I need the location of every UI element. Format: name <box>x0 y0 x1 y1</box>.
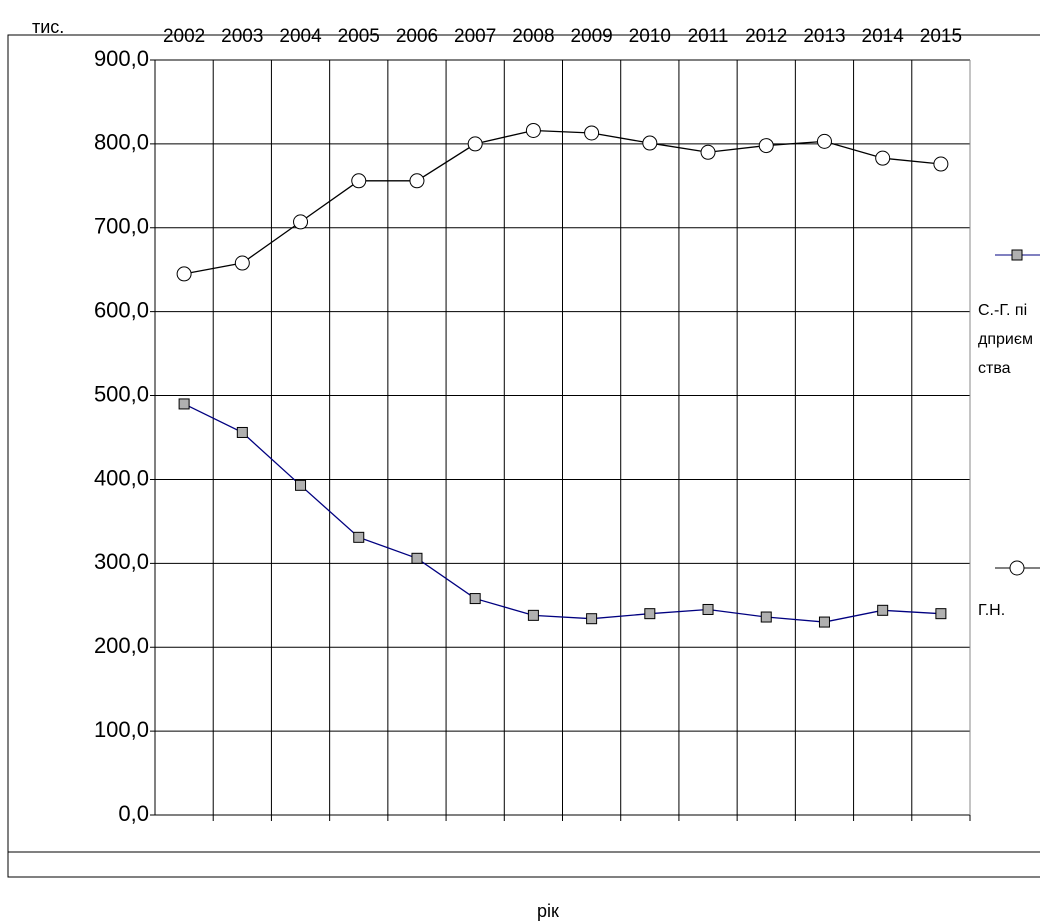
data-point <box>584 125 600 141</box>
x-axis-label: рік <box>537 901 559 921</box>
data-point <box>525 122 541 138</box>
y-axis-label: тис. <box>32 17 64 37</box>
x-tick-label: 2012 <box>745 26 787 47</box>
data-point <box>295 479 307 491</box>
data-point <box>234 255 250 271</box>
data-point <box>178 398 190 410</box>
x-tick-label: 2008 <box>512 26 554 47</box>
x-tick-label: 2015 <box>920 26 962 47</box>
y-tick-label: 0,0 <box>118 801 149 826</box>
x-tick-label: 2011 <box>688 26 729 47</box>
x-tick-label: 2007 <box>454 26 496 47</box>
data-point <box>351 173 367 189</box>
x-tick-label: 2005 <box>338 26 380 47</box>
x-tick-label: 2014 <box>862 26 905 47</box>
data-point <box>642 135 658 151</box>
chart-frame <box>7 34 1040 878</box>
data-point <box>818 616 830 628</box>
data-point <box>469 593 481 605</box>
y-tick-label: 100,0 <box>94 717 149 742</box>
data-point <box>586 613 598 625</box>
y-tick-label: 800,0 <box>94 130 149 155</box>
data-point <box>816 133 832 149</box>
legend-label: С.-Г. підприємства <box>978 302 1033 377</box>
data-point <box>644 608 656 620</box>
y-tick-label: 300,0 <box>94 549 149 574</box>
x-tick-label: 2006 <box>396 26 438 47</box>
x-tick-label: 2004 <box>279 26 322 47</box>
data-point <box>935 608 947 620</box>
data-point <box>527 609 539 621</box>
x-tick-label: 2010 <box>629 26 671 47</box>
series-line <box>183 403 941 623</box>
legend-marker <box>1011 249 1023 261</box>
data-point <box>236 426 248 438</box>
data-point <box>293 214 309 230</box>
legend-marker <box>1009 560 1025 576</box>
data-point <box>700 144 716 160</box>
data-point <box>702 603 714 615</box>
x-tick-label: 2013 <box>803 26 845 47</box>
data-point <box>933 156 949 172</box>
data-point <box>409 173 425 189</box>
data-point <box>176 266 192 282</box>
x-tick-label: 2009 <box>570 26 612 47</box>
x-tick-label: 2003 <box>221 26 263 47</box>
data-point <box>877 604 889 616</box>
data-point <box>758 138 774 154</box>
data-point <box>411 552 423 564</box>
y-tick-label: 900,0 <box>94 46 149 71</box>
series-line <box>183 129 941 275</box>
x-tick-label: 2002 <box>163 26 205 47</box>
data-point <box>353 531 365 543</box>
y-tick-label: 700,0 <box>94 214 149 239</box>
y-tick-label: 200,0 <box>94 633 149 658</box>
data-point <box>760 611 772 623</box>
data-point <box>467 136 483 152</box>
y-tick-label: 400,0 <box>94 465 149 490</box>
legend-label: Г.Н. <box>978 602 1006 619</box>
data-point <box>875 150 891 166</box>
y-tick-label: 500,0 <box>94 381 149 406</box>
y-tick-label: 600,0 <box>94 297 149 322</box>
